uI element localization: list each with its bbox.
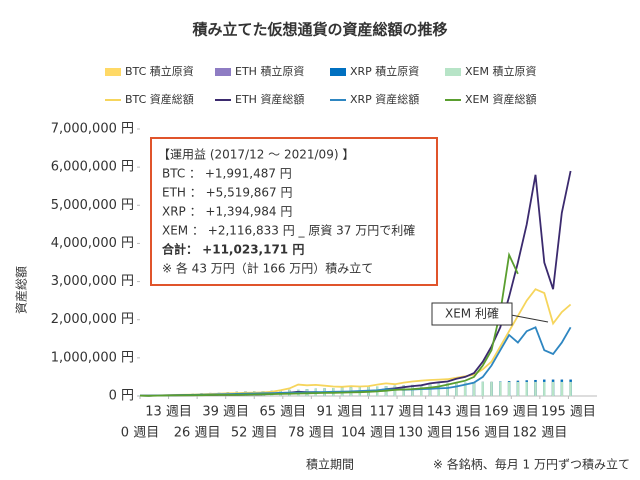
- bar: [446, 383, 449, 396]
- bar: [455, 383, 458, 396]
- bar: [437, 383, 441, 396]
- bar: [551, 381, 555, 396]
- x-tick-label: 195 週目: [541, 405, 596, 420]
- note-line: ETH ： +5,519,867 円: [162, 186, 293, 200]
- y-tick-label: 3,000,000 円: [51, 274, 134, 289]
- legend-swatch: [215, 68, 231, 76]
- bar: [499, 381, 502, 396]
- bar: [534, 381, 537, 396]
- plot-area: 0 円 1,000,000 円 2,000,000 円 3,000,000 円 4,00…: [51, 64, 597, 441]
- x-tick-label: 117 週目: [370, 405, 425, 420]
- bar: [507, 381, 511, 396]
- bar: [393, 385, 397, 396]
- x-tick-label: 39 週目: [202, 405, 249, 420]
- bar: [525, 381, 528, 396]
- x-tick-label: 169 週目: [484, 405, 539, 420]
- chart-title: 積み立てた仮想通貨の資産総額の推移: [191, 21, 447, 39]
- x-tick-label: 104 週目: [341, 426, 396, 441]
- note-lines: 【運用益 (2017/12 ～ 2021/09) 】 BTC ： +1,991,4…: [158, 148, 415, 276]
- note-line: BTC ： +1,991,487 円: [162, 167, 292, 181]
- x-tick-label: 130 週目: [398, 426, 453, 441]
- y-tick-label: 5,000,000 円: [51, 198, 134, 213]
- note-line: XEM ： +2,116,833 円 _ 原資 37 万円で利確: [162, 223, 415, 238]
- callout-arrow: [510, 314, 549, 323]
- bar: [472, 382, 476, 396]
- x-axis-title: 積立期間: [306, 457, 354, 472]
- note-line: 【運用益 (2017/12 ～ 2021/09) 】: [158, 148, 354, 162]
- y-tick-label: 0 円: [109, 389, 134, 404]
- y-tick-label: 4,000,000 円: [51, 236, 134, 251]
- callout-box: [431, 302, 513, 326]
- legend-label: XRP 積立原資: [350, 64, 419, 78]
- legend-label: XEM 積立原資: [465, 64, 536, 78]
- x-tick-label: 0 週目: [121, 426, 159, 441]
- note-line: 合計： +11,023,171 円: [162, 242, 304, 257]
- footnote: ※ 各銘柄、毎月 1 万円ずつ積み立て: [433, 457, 630, 472]
- legend-label: ETH 積立原資: [235, 64, 304, 78]
- y-tick-label: 6,000,000 円: [51, 160, 134, 175]
- x-tick-label: 156 週目: [455, 426, 510, 441]
- bar: [402, 385, 405, 396]
- legend-label: ETH 資産総額: [235, 92, 304, 106]
- bar: [428, 384, 432, 396]
- x-tick-label: 182 週目: [512, 426, 567, 441]
- note-box: [150, 137, 438, 286]
- x-tick-label: 52 週目: [231, 426, 278, 441]
- legend-label: XEM 資産総額: [465, 92, 536, 106]
- bar: [569, 381, 572, 396]
- line: [139, 251, 519, 397]
- callout-text: XEM 利確: [445, 306, 499, 321]
- bar: [516, 381, 520, 396]
- bar: [481, 381, 484, 396]
- legend-label: BTC 積立原資: [125, 64, 194, 78]
- x-tick-label: 143 週目: [427, 405, 482, 420]
- y-tick-label: 2,000,000 円: [51, 312, 134, 327]
- legend-swatch: [105, 68, 121, 76]
- note-line: XRP ： +1,394,984 円: [162, 205, 292, 219]
- bar: [490, 381, 493, 396]
- legend-swatch: [330, 68, 346, 76]
- x-tick-label: 26 週目: [174, 426, 221, 441]
- bar: [560, 381, 564, 396]
- bar: [420, 384, 423, 396]
- x-tick-label: 91 週目: [317, 405, 364, 420]
- legend-label: BTC 資産総額: [125, 92, 194, 106]
- note-line: ※ 各 43 万円（計 166 万円）積み立て: [162, 261, 373, 276]
- y-tick-label: 1,000,000 円: [51, 350, 134, 365]
- x-tick-label: 13 週目: [145, 405, 192, 420]
- bar: [463, 382, 467, 396]
- y-axis-title: 資産総額: [14, 266, 29, 314]
- legend-swatch: [445, 68, 461, 76]
- x-tick-label: 65 週目: [259, 405, 306, 420]
- bar: [411, 384, 414, 396]
- y-tick-label: 7,000,000 円: [51, 122, 134, 137]
- legend-label: XRP 資産総額: [350, 92, 419, 106]
- x-tick-label: 78 週目: [288, 426, 335, 441]
- bar: [543, 381, 546, 396]
